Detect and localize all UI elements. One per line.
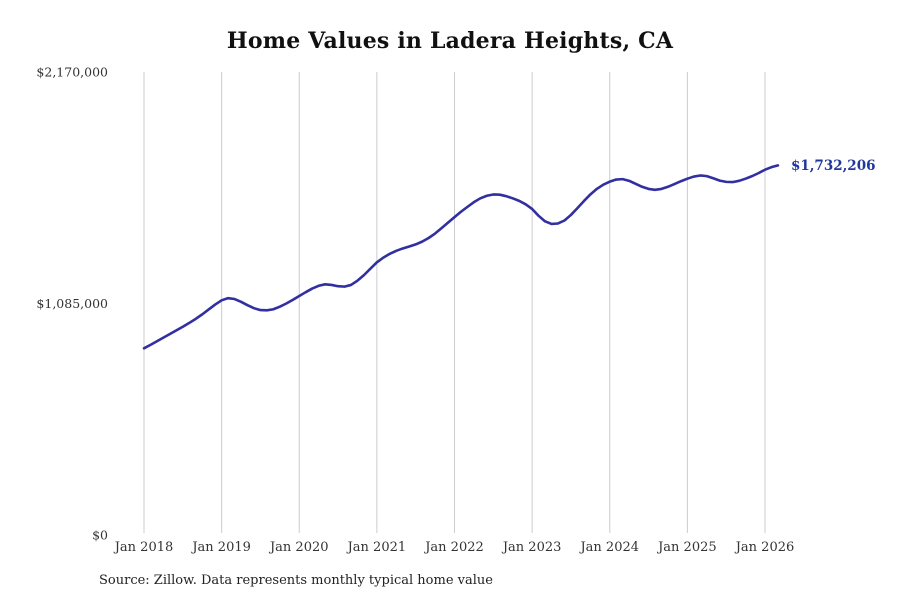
x-tick-label: Jan 2023: [501, 540, 562, 555]
home-value-line: [142, 164, 780, 350]
x-tick-label: Jan 2020: [268, 540, 329, 555]
x-tick-label: Jan 2025: [656, 540, 717, 555]
x-tick-label: Jan 2024: [578, 540, 639, 555]
y-tick-label: $2,170,000: [36, 65, 108, 80]
x-tick-label: Jan 2018: [113, 540, 174, 555]
x-tick-label: Jan 2022: [423, 540, 484, 555]
y-tick-label: $1,085,000: [36, 296, 108, 311]
source-note: Source: Zillow. Data represents monthly …: [99, 573, 493, 588]
x-tick-label: Jan 2026: [734, 540, 795, 555]
latest-value-label: $1,732,206: [791, 158, 876, 174]
x-tick-label: Jan 2019: [190, 540, 251, 555]
x-tick-label: Jan 2021: [346, 540, 407, 555]
y-tick-label: $0: [92, 528, 108, 543]
chart-title: Home Values in Ladera Heights, CA: [226, 28, 674, 54]
